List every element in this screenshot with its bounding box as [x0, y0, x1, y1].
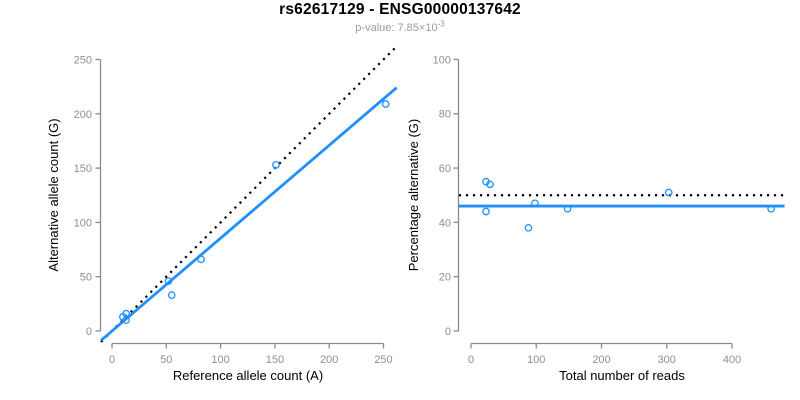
y-tick-label: 150	[74, 163, 92, 175]
y-tick-label: 0	[445, 326, 451, 338]
left-scatter-panel: Reference allele count (A) Alternative a…	[46, 45, 398, 383]
data-point	[197, 255, 205, 264]
y-tick-label: 200	[74, 109, 92, 121]
data-point	[272, 160, 280, 169]
fit-line	[100, 86, 398, 342]
x-tick-label: 100	[527, 354, 545, 366]
data-point	[767, 204, 776, 213]
identity-line	[100, 45, 398, 343]
left-x-axis-title: Reference allele count (A)	[173, 368, 323, 383]
data-point	[524, 223, 533, 232]
data-point	[482, 207, 490, 216]
y-tick-label: 40	[439, 217, 451, 229]
pvalue-base: 7.85×10	[397, 22, 438, 34]
y-tick-label: 50	[80, 272, 92, 284]
x-tick-label: 100	[211, 354, 229, 366]
x-tick-label: 300	[658, 354, 676, 366]
y-tick-label: 0	[86, 326, 92, 338]
chart-title: rs62617129 - ENSG00000137642	[279, 1, 521, 18]
x-tick-label: 50	[160, 354, 172, 366]
x-tick-label: 250	[374, 354, 392, 366]
x-tick-label: 150	[266, 354, 284, 366]
data-point	[164, 277, 173, 285]
chart-subtitle: p-value: 7.85×10-3	[0, 19, 800, 34]
pvalue-exponent: -3	[437, 19, 445, 29]
right-scatter-panel: Total number of reads Percentage alterna…	[406, 54, 785, 383]
data-point	[381, 100, 390, 108]
x-tick-label: 0	[468, 354, 474, 366]
data-point	[122, 316, 130, 324]
x-tick-label: 200	[320, 354, 338, 366]
left-y-axis-title: Alternative allele count (G)	[46, 118, 61, 271]
data-point	[486, 180, 494, 189]
data-point	[664, 188, 673, 197]
y-tick-label: 100	[433, 54, 451, 66]
y-tick-label: 250	[74, 55, 92, 67]
y-tick-label: 100	[74, 217, 92, 229]
data-point	[531, 199, 539, 208]
right-y-axis-title: Percentage alternative (G)	[406, 119, 421, 271]
pvalue-label: p-value:	[355, 22, 398, 34]
y-tick-label: 80	[439, 109, 451, 121]
data-point	[563, 204, 572, 213]
data-point	[167, 291, 176, 300]
y-tick-label: 60	[439, 163, 451, 175]
x-tick-label: 400	[723, 354, 741, 366]
x-tick-label: 200	[592, 354, 610, 366]
y-tick-label: 20	[439, 272, 451, 284]
x-tick-label: 0	[109, 354, 115, 366]
right-x-axis-title: Total number of reads	[559, 368, 685, 383]
